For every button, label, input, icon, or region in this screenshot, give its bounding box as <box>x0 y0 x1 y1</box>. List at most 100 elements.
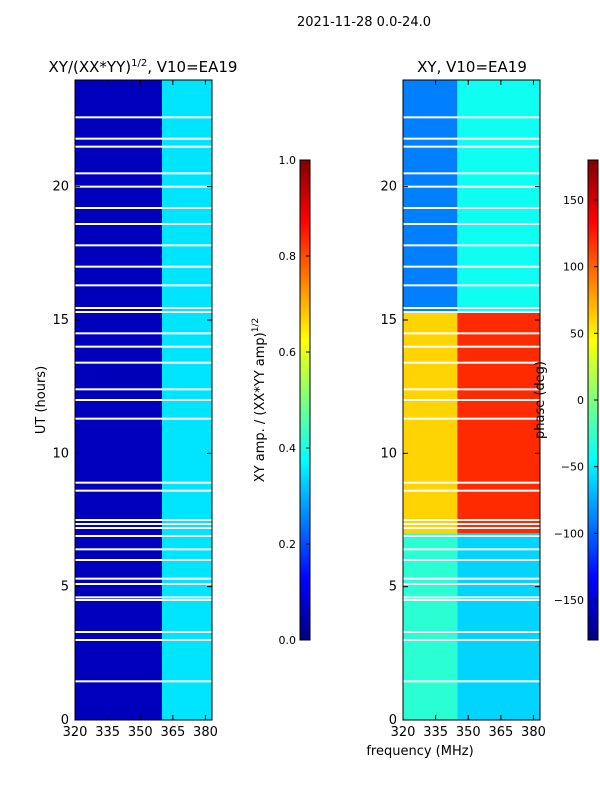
amp-x-axis: 320 335 350 365 380 <box>63 80 218 740</box>
phase-flag-gap <box>403 172 540 175</box>
phase-y-tick-label: 0 <box>389 713 397 728</box>
phase-flag-gap <box>403 519 540 521</box>
amp-colorbar-bar <box>299 159 311 641</box>
phase-flag-gap <box>403 265 540 268</box>
phase-flag-gap <box>403 388 540 391</box>
amp-y-tick-label: 0 <box>61 713 69 728</box>
phase-flag-gap <box>403 207 540 209</box>
phase-flag-gap <box>403 284 540 287</box>
phase-plot-frame <box>402 79 541 721</box>
phase-flag-gap <box>403 527 540 529</box>
amp-colorbar-ticks: 0.0 0.2 0.4 0.6 0.8 1.0 <box>279 154 310 647</box>
amp-flag-gaps <box>75 116 212 683</box>
phase-region <box>403 533 458 720</box>
amp-flag-gap <box>75 639 212 641</box>
amp-flag-gap <box>75 307 212 309</box>
amp-flag-gap <box>75 577 212 580</box>
amp-x-tick-label: 380 <box>193 725 218 740</box>
phase-x-tick-label: 350 <box>456 725 481 740</box>
phase-flag-gap <box>403 345 540 348</box>
phase-flag-gaps <box>403 116 540 683</box>
amp-flag-gap <box>75 417 212 420</box>
amp-flag-gap <box>75 332 212 335</box>
phase-y-axis: 0 5 10 15 20 <box>380 180 540 728</box>
amp-flag-gap <box>75 523 212 525</box>
phase-flag-gap <box>403 185 540 188</box>
phase-flag-gap <box>403 535 540 537</box>
phase-colorbar: 150 100 50 0 −50 −100 −150 phase (deg) <box>533 159 599 641</box>
phase-flag-gap <box>403 599 540 601</box>
phase-colorbar-tick-label: 50 <box>570 327 584 340</box>
phase-region <box>457 312 540 534</box>
phase-flag-gap <box>403 548 540 551</box>
amp-flag-gap <box>75 361 212 364</box>
phase-x-axis: 320 335 350 365 380 <box>391 80 546 740</box>
phase-colorbar-tick-label: −100 <box>554 527 584 540</box>
phase-y-tick-label: 20 <box>380 180 397 195</box>
phase-flag-gap <box>403 680 540 683</box>
amp-colorbar-tick-label: 0.4 <box>279 442 297 455</box>
amp-flag-gap <box>75 548 212 551</box>
amp-flag-gap <box>75 519 212 521</box>
phase-flag-gap <box>403 417 540 420</box>
amp-flag-gap <box>75 311 212 313</box>
phase-flag-gap <box>403 559 540 561</box>
phase-flag-gap <box>403 631 540 633</box>
amp-colorbar-tick-label: 0.2 <box>279 538 297 551</box>
amp-flag-gap <box>75 265 212 268</box>
amp-y-axis-label: UT (hours) <box>34 366 49 434</box>
amp-flag-gap <box>75 631 212 633</box>
amp-flag-gap <box>75 527 212 529</box>
phase-y-tick-label: 5 <box>389 580 397 595</box>
amp-x-tick-label: 350 <box>128 725 153 740</box>
phase-flag-gap <box>403 137 540 140</box>
phase-flag-gap <box>403 481 540 484</box>
phase-flag-gap <box>403 311 540 313</box>
phase-flag-gap <box>403 639 540 641</box>
amp-x-tick-label: 365 <box>160 725 185 740</box>
phase-flag-gap <box>403 223 540 225</box>
amp-x-tick-label: 320 <box>63 725 88 740</box>
phase-flag-gap <box>403 577 540 580</box>
amp-colorbar-tick-label: 0.8 <box>279 250 297 263</box>
phase-flag-gap <box>403 399 540 401</box>
amp-flag-gap <box>75 244 212 247</box>
phase-x-tick-label: 335 <box>423 725 448 740</box>
figure-suptitle: 2021-11-28 0.0-24.0 <box>297 15 431 30</box>
amp-y-tick-label: 5 <box>61 580 69 595</box>
amp-flag-gap <box>75 284 212 287</box>
phase-x-tick-label: 380 <box>521 725 546 740</box>
phase-colorbar-ticks: 150 100 50 0 −50 −100 −150 <box>554 194 598 607</box>
amp-y-tick-label: 10 <box>52 446 69 461</box>
phase-y-tick-label: 10 <box>380 446 397 461</box>
amp-colorbar-tick-label: 1.0 <box>279 154 297 167</box>
amp-flag-gap <box>75 399 212 401</box>
amp-flag-gap <box>75 116 212 119</box>
phase-flag-gap <box>403 244 540 247</box>
phase-flag-gap <box>403 523 540 525</box>
phase-region <box>403 312 458 534</box>
phase-x-tick-label: 365 <box>488 725 513 740</box>
amp-x-tick-label: 335 <box>95 725 120 740</box>
phase-colorbar-tick-label: 100 <box>563 261 584 274</box>
amp-flag-gap <box>75 145 212 148</box>
phase-colorbar-tick-label: −50 <box>561 461 584 474</box>
phase-flag-gap <box>403 145 540 148</box>
phase-flag-gap <box>403 116 540 119</box>
amp-flag-gap <box>75 583 212 585</box>
phase-region <box>457 533 540 720</box>
amp-flag-gap <box>75 680 212 683</box>
phase-flag-gap <box>403 489 540 492</box>
amp-flag-gap <box>75 345 212 348</box>
amp-plot-frame <box>74 79 213 721</box>
amp-flag-gap <box>75 535 212 537</box>
amp-colorbar-label: XY amp. / (XX*YY amp)1/2 <box>251 318 268 482</box>
phase-flag-gap <box>403 307 540 309</box>
phase-region <box>403 80 458 312</box>
phase-heatmap <box>403 80 540 720</box>
amp-flag-gap <box>75 489 212 492</box>
amp-panel: XY/(XX*YY)1/2, V10=EA19 320 335 350 365 380 … <box>34 58 237 740</box>
amp-y-axis: 0 5 10 15 20 <box>52 180 212 728</box>
phase-panel: XY, V10=EA19 320 335 350 365 380 0 5 10 15 20 fr… <box>366 58 546 759</box>
